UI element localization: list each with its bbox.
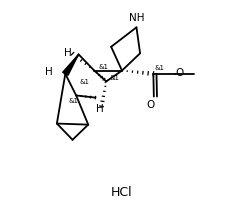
Text: O: O	[175, 68, 184, 78]
Text: &1: &1	[69, 98, 79, 104]
Text: H: H	[64, 48, 71, 58]
Text: H: H	[96, 104, 103, 114]
Polygon shape	[63, 54, 79, 75]
Text: &1: &1	[80, 79, 90, 85]
Text: HCl: HCl	[111, 186, 133, 199]
Text: O: O	[146, 100, 155, 110]
Text: &1: &1	[99, 64, 109, 70]
Text: &1: &1	[154, 65, 164, 71]
Text: H: H	[45, 67, 52, 77]
Text: &1: &1	[109, 75, 119, 81]
Text: NH: NH	[129, 13, 144, 23]
